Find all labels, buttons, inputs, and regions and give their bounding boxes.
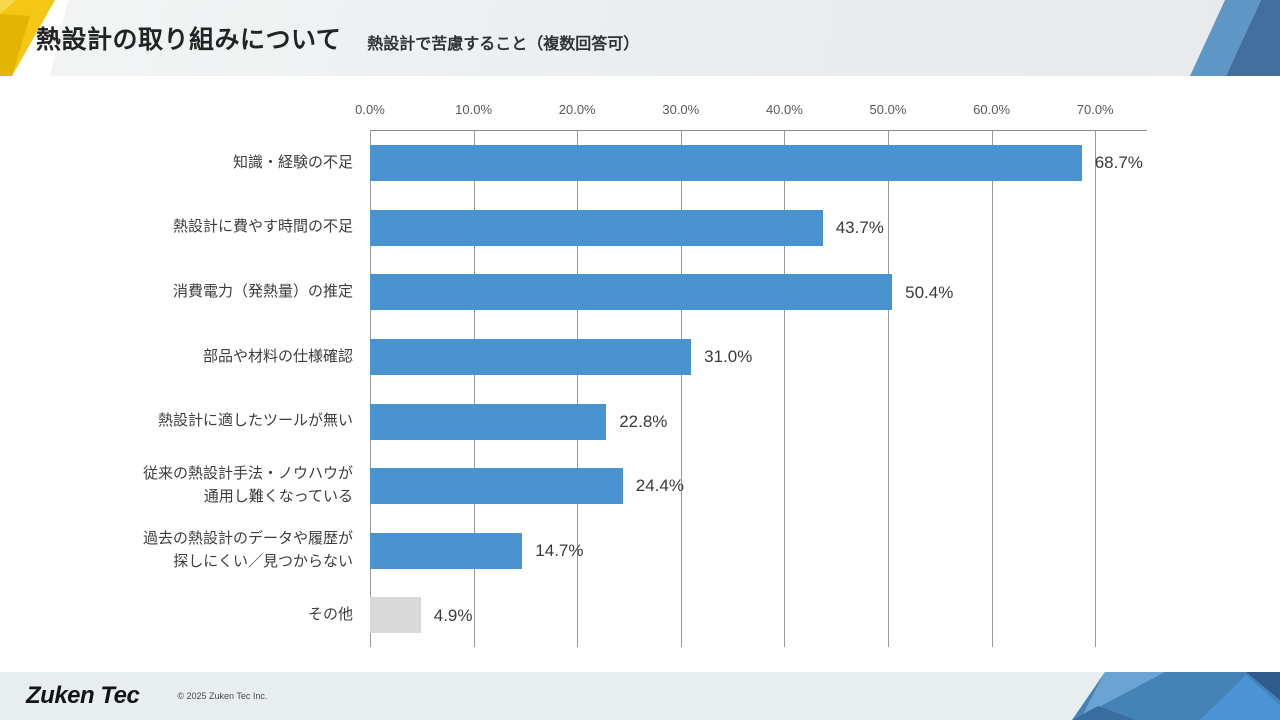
bar-value-label: 50.4% [905, 282, 954, 302]
zuken-tec-logo: Zuken Tec [26, 682, 140, 709]
bar-row: 31.0% [370, 325, 1147, 390]
bar [370, 145, 1082, 181]
bar [370, 338, 692, 375]
footer-accent-light-facet [1082, 672, 1165, 716]
bar-row: 68.7% [370, 131, 1147, 196]
plot-area: 68.7% 43.7% 50.4% 31.0% 22.8% 24.4% 14.7% 4.9% [370, 130, 1147, 647]
blue-accent-light [1190, 0, 1261, 76]
copyright-text: © 2025 Zuken Tec Inc. [177, 691, 268, 701]
category-label: 部品や材料の仕様確認 [0, 324, 362, 389]
bar-row: 14.7% [370, 519, 1147, 584]
x-tick-label: 20.0% [558, 102, 596, 117]
page-subtitle: 熱設計で苦慮すること（複数回答可） [367, 35, 640, 53]
x-axis-ticks: 0.0% 10.0% 20.0% 30.0% 40.0% 50.0% 60.0% 70.0% [355, 100, 1147, 128]
gridline [577, 131, 579, 647]
bar-rows: 68.7% 43.7% 50.4% 31.0% 22.8% 24.4% 14.7% 4.9% [370, 131, 1147, 647]
category-label: 過去の熱設計のデータや履歴が探しにくい／見つからない [0, 518, 362, 583]
category-label-line: 過去の熱設計のデータや履歴が [142, 530, 353, 548]
gridline [991, 131, 993, 647]
bar-value-label: 31.0% [704, 347, 753, 367]
bar-value-label: 43.7% [835, 217, 884, 237]
footer-accent-shadow-wedge [1072, 706, 1136, 720]
category-label: 従来の熱設計手法・ノウハウが通用し難くなっている [0, 453, 362, 518]
gridline [1095, 131, 1097, 647]
yellow-accent-highlight [0, 0, 16, 14]
category-label-line: 通用し難くなっている [203, 488, 353, 506]
header-yellow-accent-graphic [0, 0, 55, 76]
page-title: 熱設計の取り組みについて [36, 26, 342, 54]
bar [370, 209, 823, 246]
bar [370, 597, 421, 634]
category-label: 熱設計に費やす時間の不足 [0, 195, 362, 260]
title-row: 熱設計の取り組みについて 熱設計で苦慮すること（複数回答可） [36, 0, 639, 76]
bar-value-label: 68.7% [1094, 153, 1143, 173]
gridlines [370, 131, 1147, 647]
category-label-line: 従来の熱設計手法・ノウハウが [142, 465, 353, 483]
category-label: 知識・経験の不足 [0, 130, 362, 195]
gridline [680, 131, 682, 647]
bar-value-label: 22.8% [619, 411, 668, 431]
header-band [50, 0, 1280, 76]
bar [370, 274, 893, 311]
bar-row: 24.4% [370, 454, 1147, 519]
category-label-line: 熱設計に費やす時間の不足 [172, 218, 353, 236]
bar-row: 43.7% [370, 196, 1147, 261]
bar-value-label: 14.7% [535, 541, 584, 561]
x-tick-label: 50.0% [869, 102, 907, 117]
bar [370, 468, 623, 505]
header-blue-accent-graphic [1190, 0, 1280, 76]
x-tick-label: 70.0% [1076, 102, 1114, 117]
category-label-line: 熱設計に適したツールが無い [157, 412, 353, 430]
x-tick-label: 60.0% [973, 102, 1011, 117]
bar-value-label: 4.9% [433, 605, 473, 625]
category-label-line: 部品や材料の仕様確認 [202, 347, 353, 365]
category-label-line: その他 [307, 606, 353, 624]
bar [370, 403, 607, 440]
category-label: 消費電力（発熱量）の推定 [0, 259, 362, 324]
gridline [370, 131, 371, 647]
category-axis-labels: 知識・経験の不足熱設計に費やす時間の不足 消費電力（発熱量）の推定部品や材料の仕様… [0, 130, 362, 647]
gridline [784, 131, 786, 647]
category-label: その他 [0, 582, 362, 647]
x-tick-label: 10.0% [455, 102, 493, 117]
category-label-line: 探しにくい／見つからない [173, 553, 353, 571]
category-label-line: 知識・経験の不足 [232, 153, 353, 171]
x-tick-label: 30.0% [662, 102, 700, 117]
footer-accent-bright-facet [1200, 675, 1280, 720]
x-tick-label: 40.0% [765, 102, 803, 117]
footer-blue-accent-graphic [1072, 672, 1280, 720]
category-label: 熱設計に適したツールが無い [0, 389, 362, 454]
bar-value-label: 24.4% [635, 476, 684, 496]
category-label-line: 消費電力（発熱量）の推定 [172, 283, 353, 301]
blue-accent-dark [1226, 0, 1280, 76]
gridline [887, 131, 889, 647]
x-tick-label: 0.0% [355, 102, 385, 117]
bar [370, 532, 523, 569]
gridline [473, 131, 475, 647]
bar-row: 50.4% [370, 260, 1147, 325]
footer: Zuken Tec © 2025 Zuken Tec Inc. [0, 672, 1280, 720]
bar-row: 22.8% [370, 390, 1147, 455]
bar-row: 4.9% [370, 583, 1147, 648]
yellow-accent-facet [0, 14, 30, 76]
footer-accent-dark-corner [1246, 672, 1280, 700]
header: 熱設計の取り組みについて 熱設計で苦慮すること（複数回答可） [0, 0, 1280, 76]
